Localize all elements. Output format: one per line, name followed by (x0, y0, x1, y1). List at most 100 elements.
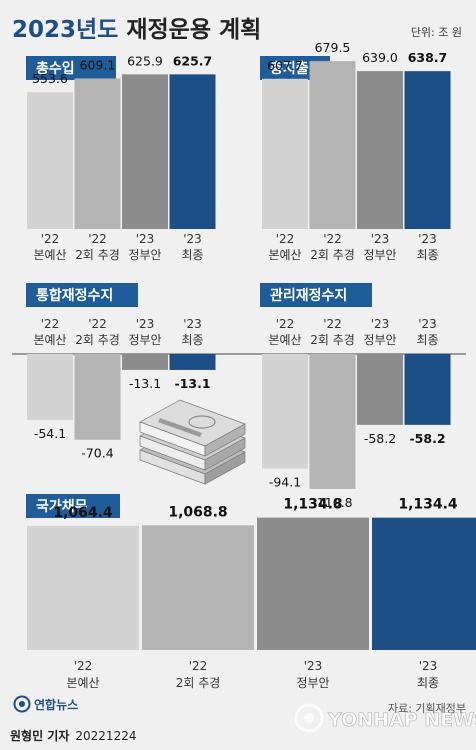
tick-label-year: '22 (276, 317, 295, 331)
data-label: 553.6 (32, 71, 68, 86)
chart-title-tag (26, 56, 116, 80)
chart-title: 국가채무 (36, 499, 88, 515)
tick-label-name: 최종 (181, 333, 203, 347)
data-label: 1,134.4 (398, 497, 458, 513)
chart-title-tag (26, 494, 120, 518)
bar (262, 78, 308, 230)
chart-title-tag (260, 283, 372, 307)
credit-name: 원형민 기자 (10, 728, 69, 743)
tick-label-year: '23 (419, 659, 438, 673)
yonhap-logo: 연합뉴스 (13, 695, 78, 713)
data-label: 607.7 (267, 58, 303, 73)
tick-label-name: 최종 (416, 333, 438, 347)
credit-date: 20221224 (75, 729, 136, 743)
tick-label-year: '22 (323, 317, 342, 331)
tick-label-name: 2회 추경 (176, 676, 221, 690)
unit-label: 단위: 조 원 (411, 26, 462, 39)
data-label: 679.5 (315, 40, 351, 55)
tick-label-name: 본예산 (268, 333, 301, 347)
tick-label-name: 2회 추경 (75, 333, 120, 347)
bar (169, 354, 216, 370)
chart-title: 총지출 (270, 60, 309, 77)
tick-label-year: '23 (371, 317, 390, 331)
tick-label-name: 최종 (417, 676, 439, 690)
bar (257, 517, 369, 650)
tick-label-name: 정부안 (363, 248, 396, 262)
tick-label-year: '22 (74, 659, 93, 673)
tick-label-name: 2회 추경 (75, 248, 120, 262)
bar (142, 525, 254, 650)
data-label: 1,068.8 (168, 504, 227, 520)
bar (122, 74, 168, 229)
tick-label-name: 본예산 (268, 248, 301, 262)
tick-label-name: 최종 (181, 248, 203, 262)
chart-title: 관리재정수지 (270, 287, 347, 304)
tick-label-year: '22 (276, 232, 295, 246)
logo-text: 연합뉴스 (34, 697, 78, 712)
bar (27, 525, 139, 650)
bar (74, 354, 121, 440)
watermark: YONHAP NEWS (294, 703, 476, 733)
tick-label-name: 2회 추경 (310, 248, 355, 262)
tick-label-year: '22 (323, 232, 342, 246)
data-label: 625.7 (173, 53, 213, 68)
tick-label-year: '22 (189, 659, 208, 673)
tick-label-year: '22 (41, 317, 60, 331)
tick-label-year: '23 (136, 317, 155, 331)
bar (169, 74, 216, 229)
chart-panel-3: 통합재정수지 -54.1 '22 본예산 -70.4 '22 2회 추경 -13.1 '23 정부… (12, 283, 236, 461)
data-label: -58.2 (409, 431, 445, 446)
tick-label-year: '23 (418, 317, 437, 331)
data-label: 638.7 (408, 50, 448, 65)
chart-title-tag (26, 283, 138, 307)
tick-label-year: '23 (304, 659, 323, 673)
bar (404, 354, 451, 425)
tick-label-year: '23 (418, 232, 437, 246)
money-stack-illustration (139, 399, 246, 485)
tick-label-year: '23 (183, 232, 202, 246)
tick-label-name: 최종 (416, 248, 438, 262)
tick-label-year: '22 (88, 232, 107, 246)
bar (27, 92, 73, 229)
data-label: 609.1 (80, 57, 116, 72)
data-label: 639.0 (362, 50, 398, 65)
tick-label-name: 본예산 (66, 676, 99, 690)
tick-label-name: 정부안 (128, 248, 161, 262)
tick-label-name: 정부안 (128, 333, 161, 347)
chart-title: 통합재정수지 (36, 287, 113, 304)
chart-title: 총수입 (36, 61, 75, 77)
bar (262, 354, 308, 469)
tick-label-year: '23 (183, 317, 202, 331)
bar (309, 354, 356, 489)
title-rest: 재정운용 계획 (118, 17, 261, 43)
bar (372, 517, 476, 650)
tick-label-year: '23 (136, 232, 155, 246)
source-label: 자료: 기획재정부 (388, 702, 466, 715)
tick-label-year: '23 (371, 232, 390, 246)
tick-label-name: 2회 추경 (310, 333, 355, 347)
data-label: -110.8 (312, 495, 352, 510)
bar (357, 354, 403, 425)
bar (309, 61, 356, 229)
data-label: -70.4 (81, 446, 113, 461)
tick-label-year: '22 (41, 232, 60, 246)
data-label: 1,064.4 (53, 505, 113, 521)
data-label: -54.1 (34, 426, 66, 441)
page-title: 2023년도 재정운용 계획 (12, 17, 261, 43)
bar (357, 71, 403, 229)
tick-label-name: 정부안 (296, 676, 329, 690)
data-label: 1,134.8 (283, 497, 342, 513)
tick-label-year: '22 (88, 317, 107, 331)
bar (122, 354, 168, 370)
tick-label-name: 본예산 (33, 333, 66, 347)
chart-panel-4: 관리재정수지 -94.1 '22 본예산 -110.8 '22 2회 추경 -58.2 '23 정… (236, 283, 466, 510)
data-label: -94.1 (269, 475, 301, 490)
bar (27, 354, 73, 420)
bar (74, 78, 121, 229)
tick-label-name: 본예산 (33, 248, 66, 262)
bar (404, 71, 451, 229)
